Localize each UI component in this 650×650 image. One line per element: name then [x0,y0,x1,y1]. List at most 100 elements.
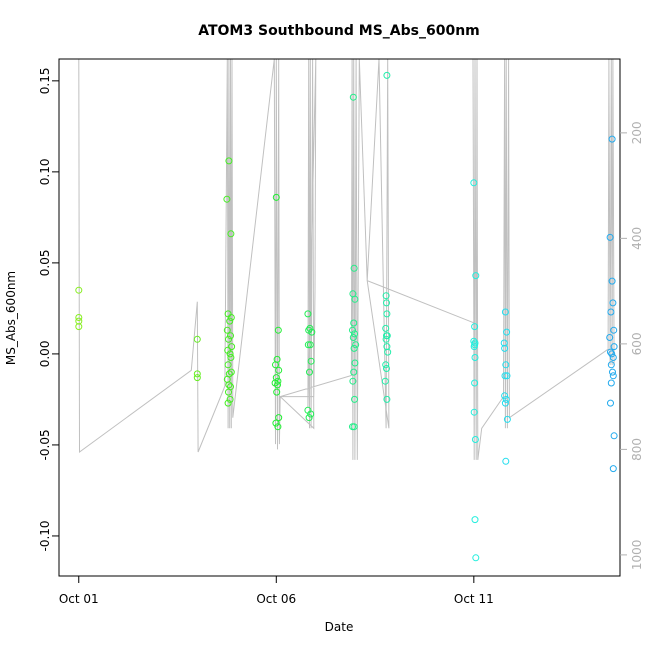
y-tick-label: 0.15 [38,67,52,94]
data-point [607,379,615,387]
data-point [607,361,615,369]
data-point [306,324,314,332]
x-tick-label: Oct 06 [256,592,296,606]
data-point [349,377,357,385]
data-point [609,372,617,380]
y-tick-label: 0.05 [38,250,52,277]
data-point [471,516,479,524]
data-point [274,326,282,334]
data-point [382,361,390,369]
y-axis-label: MS_Abs_600nm [4,271,18,365]
data-point [384,348,392,356]
data-point [349,326,356,334]
data-point [502,395,510,403]
data-point [227,332,234,340]
data-point [351,330,358,338]
data-point [609,465,617,473]
data-point [610,343,618,351]
data-point [610,326,618,334]
data-point [224,361,232,369]
data-point [351,295,359,303]
data-point [225,157,233,165]
x-axis: Oct 01 Oct 06 Oct 11 [59,576,494,606]
right-tick-label: 200 [630,121,644,144]
data-point [502,361,510,369]
data-point [305,326,313,334]
data-point [225,335,232,343]
data-point [609,299,617,307]
points-layer [75,71,618,562]
plot-frame [58,58,621,577]
data-point [307,357,315,365]
data-point [227,230,235,238]
right-tick-label: 1000 [630,540,644,571]
data-point [351,359,359,367]
data-point [381,377,389,385]
y-tick-label: -0.10 [38,520,52,551]
data-point [501,392,509,400]
data-point [224,399,232,407]
data-point [227,354,235,361]
data-point [193,374,201,382]
data-point [609,354,617,361]
data-point [383,71,391,79]
data-point [307,410,315,418]
data-point [606,334,614,341]
chart-title: ATOM3 Southbound MS_Abs_600nm [198,23,480,39]
y-tick-label: -0.05 [38,429,52,460]
data-point [471,436,479,443]
data-point [501,372,509,380]
x-tick-label: Oct 11 [454,592,494,606]
data-point [350,264,358,272]
data-point [501,344,509,352]
data-point [75,314,83,321]
data-point [225,381,233,389]
data-point [607,399,614,407]
data-point [471,323,479,331]
data-point [500,339,508,347]
data-point [383,299,390,307]
data-point [383,365,390,372]
data-point [274,423,282,431]
data-point [228,343,236,351]
data-point [273,388,281,396]
data-point [608,277,616,285]
data-point [471,354,479,361]
data-point [306,341,314,349]
data-point [608,135,616,143]
data-point [501,399,509,407]
data-point [383,395,391,403]
data-point [223,326,231,334]
data-point [471,341,479,349]
data-point [382,292,390,300]
data-point [226,350,234,358]
data-point [503,328,511,336]
data-point [349,334,357,341]
y-tick-label: 0.00 [38,341,52,368]
data-point [351,395,358,403]
data-point [350,423,358,431]
data-point [502,457,510,465]
data-point [349,93,357,101]
data-point [227,314,235,321]
data-point [472,272,480,280]
data-point [503,415,511,423]
data-point [503,372,511,380]
data-point [305,414,313,422]
data-point [470,408,478,416]
data-point [350,368,358,376]
data-point [275,366,283,374]
data-point [382,324,390,332]
data-point [223,195,231,203]
data-point [227,368,235,376]
right-axis: 200 400 600 800 1000 [620,121,644,570]
data-point [75,323,83,331]
data-point [606,233,614,241]
data-point [382,335,390,343]
data-point [470,337,478,345]
data-point [610,432,618,440]
data-point [470,179,478,187]
data-point [304,310,312,318]
data-point [352,341,360,349]
